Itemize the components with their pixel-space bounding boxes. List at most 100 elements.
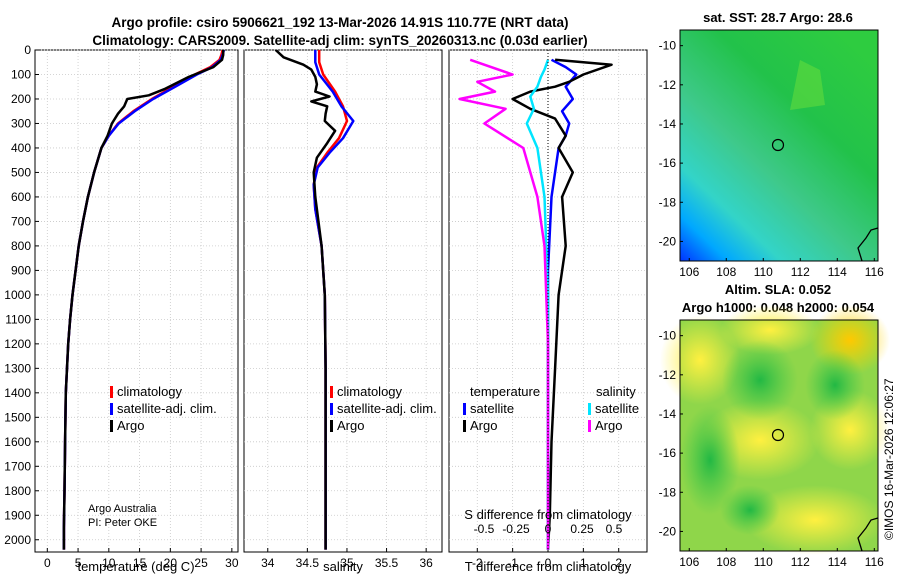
map-x-tick-label: 110 xyxy=(754,265,773,279)
y-tick-label: 1800 xyxy=(4,484,31,498)
sla-coastline xyxy=(857,517,879,552)
series-line-argo xyxy=(62,50,225,550)
attribution-line2: PI: Peter OKE xyxy=(88,517,157,529)
salinity-axes-box xyxy=(243,49,443,553)
legend-label-climatology: climatology xyxy=(337,384,403,399)
s-diff-xlabel: S difference from climatology xyxy=(464,507,632,522)
y-tick-label: 600 xyxy=(11,190,31,204)
sst-warm-patch xyxy=(790,60,825,110)
x-tick-label: 35 xyxy=(340,556,354,570)
figure-title-line1: Argo profile: csiro 5906621_192 13-Mar-2… xyxy=(112,15,569,30)
map-y-tick-label: -16 xyxy=(659,446,677,460)
map-y-tick-label: -12 xyxy=(659,368,677,382)
s-tick-label: -0.25 xyxy=(502,522,530,536)
sla-axes-box xyxy=(679,319,879,552)
salinity-grid xyxy=(244,49,442,552)
sla-blob xyxy=(745,485,885,555)
map-x-tick-label: 112 xyxy=(791,555,810,569)
s-diff-ticklabels: -0.5 -0.25 0 0.25 0.5 xyxy=(474,522,623,536)
attribution-line1: Argo Australia xyxy=(88,503,157,515)
salinity-xlabel: salinity xyxy=(323,559,363,574)
legend-swatch-climatology xyxy=(110,386,113,398)
sla-blob xyxy=(805,350,865,420)
legend-label-satellite: satellite-adj. clim. xyxy=(117,401,217,416)
legend-swatch-climatology xyxy=(330,386,333,398)
depth-axis-ticks: 0 100 200 300 400 500 600 700 800 900 1000 1100 1200… xyxy=(4,43,39,547)
legend-label-climatology: climatology xyxy=(117,384,183,399)
sst-map-title: sat. SST: 28.7 Argo: 28.6 xyxy=(703,10,853,25)
legend-label-satellite: satellite-adj. clim. xyxy=(337,401,437,416)
legend-label-argo: Argo xyxy=(337,418,364,433)
map-y-tick-label: -10 xyxy=(659,329,677,343)
y-tick-label: 1200 xyxy=(4,337,31,351)
map-y-tick-label: -10 xyxy=(659,39,677,53)
y-tick-label: 900 xyxy=(11,263,31,277)
sla-blob xyxy=(722,340,798,420)
y-tick-label: 200 xyxy=(11,92,31,106)
temperature-panel: 0100200300400500600700800900100011001200… xyxy=(4,43,239,574)
legend-swatch-argo xyxy=(330,420,333,432)
y-tick-label: 1700 xyxy=(4,459,31,473)
map-y-tick-label: -14 xyxy=(659,407,677,421)
legend-label-argo: Argo xyxy=(117,418,144,433)
salinity-panel: 34 34.5 35 35.5 36 salinity climatology sate… xyxy=(243,49,443,574)
difference-legend: temperature satellite Argo salinity sate… xyxy=(463,384,639,433)
map-x-tick-label: 108 xyxy=(716,555,736,569)
y-tick-label: 2000 xyxy=(4,533,31,547)
sla-axis-ticks: 106 108 110 112 114 116 -10 -12 -14 -16 -18 -20 xyxy=(659,329,885,569)
y-tick-label: 100 xyxy=(11,67,31,81)
legend-swatch-satellite xyxy=(110,403,113,415)
sst-axes-box xyxy=(679,29,879,262)
map-x-tick-label: 114 xyxy=(828,265,847,279)
temperature-lines xyxy=(62,50,226,550)
x-tick-label: 34.5 xyxy=(296,556,320,570)
y-tick-label: 1300 xyxy=(4,361,31,375)
legend-label-s-satellite: satellite xyxy=(595,401,639,416)
map-x-tick-label: 112 xyxy=(791,265,810,279)
y-tick-label: 1000 xyxy=(4,288,31,302)
sla-map: Altim. SLA: 0.052 Argo h1000: 0.048 h200… xyxy=(659,282,890,569)
map-x-tick-label: 108 xyxy=(716,265,736,279)
map-y-tick-label: -18 xyxy=(659,195,677,209)
x-tick-label: 36 xyxy=(419,556,433,570)
y-tick-label: 1500 xyxy=(4,410,31,424)
sst-coastline xyxy=(857,227,879,262)
map-x-tick-label: 116 xyxy=(865,555,884,569)
map-y-tick-label: -16 xyxy=(659,156,677,170)
imos-credit: ©IMOS 16-Mar-2026 12:06:27 xyxy=(882,378,896,540)
map-x-tick-label: 110 xyxy=(754,555,773,569)
sst-argo-marker xyxy=(771,138,785,152)
s-tick-label: 0.25 xyxy=(570,522,594,536)
map-x-tick-label: 114 xyxy=(828,555,847,569)
map-y-tick-label: -12 xyxy=(659,78,677,92)
y-tick-label: 1900 xyxy=(4,508,31,522)
temperature-axis-ticks: 0 5 10 15 20 25 30 xyxy=(44,548,239,570)
y-tick-label: 1600 xyxy=(4,435,31,449)
sst-map: sat. SST: 28.7 Argo: 28.6 106 108 110 112 11… xyxy=(659,10,885,279)
series-line-argo-s- xyxy=(458,58,550,550)
x-tick-label: 2 xyxy=(615,556,622,570)
x-tick-label: 35.5 xyxy=(375,556,399,570)
x-tick-label: 10 xyxy=(102,556,116,570)
legend-swatch-t-satellite xyxy=(463,403,466,415)
series-line-satellite-s- xyxy=(525,59,550,550)
legend-title-salinity: salinity xyxy=(596,384,636,399)
x-tick-label: 1 xyxy=(580,556,587,570)
sst-field xyxy=(680,30,878,261)
sla-blob xyxy=(680,405,740,515)
temperature-axes-box xyxy=(34,49,239,553)
map-x-tick-label: 116 xyxy=(865,265,884,279)
legend-label-t-argo: Argo xyxy=(470,418,497,433)
temperature-legend: climatology satellite-adj. clim. Argo xyxy=(110,384,217,433)
figure-title-line2: Climatology: CARS2009. Satellite-adj cli… xyxy=(92,33,587,48)
s-tick-label: 0 xyxy=(545,522,552,536)
x-tick-label: 25 xyxy=(194,556,208,570)
sla-blob xyxy=(720,485,780,535)
map-y-tick-label: -18 xyxy=(659,485,677,499)
y-tick-label: 700 xyxy=(11,214,31,228)
difference-lines xyxy=(458,58,613,550)
legend-swatch-satellite xyxy=(330,403,333,415)
x-tick-label: -1 xyxy=(507,556,518,570)
s-tick-label: -0.5 xyxy=(474,522,495,536)
